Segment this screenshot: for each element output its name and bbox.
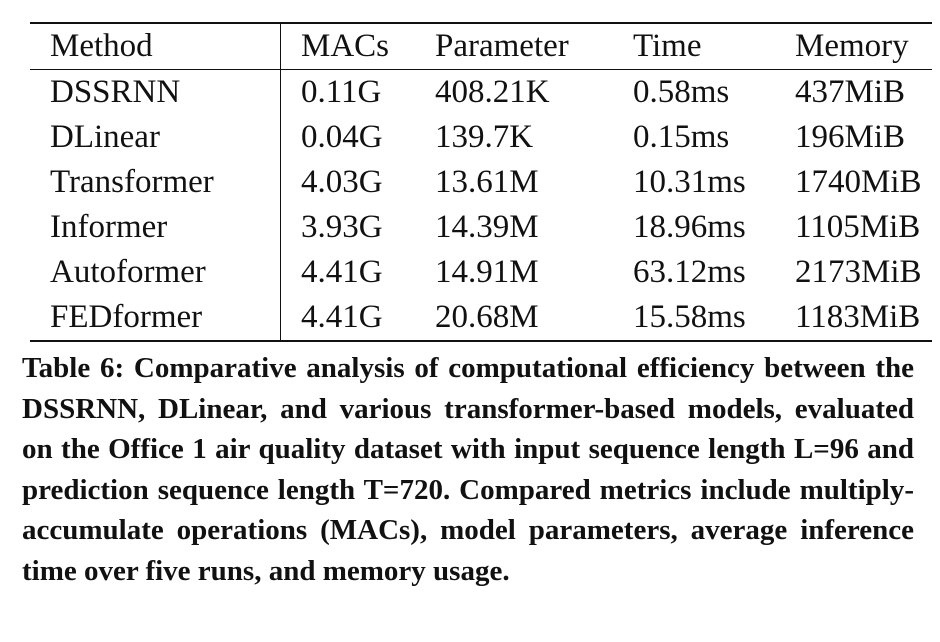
caption-text: Comparative analysis of computational ef… [22, 352, 914, 587]
cell-method: Autoformer [30, 250, 281, 295]
cell-parameter: 14.39M [435, 209, 539, 245]
header-macs: MACs [280, 22, 435, 70]
cell-time: 0.58ms [633, 74, 730, 110]
cell-memory: 437MiB [795, 74, 906, 110]
header-method: Method [30, 22, 281, 70]
cell-memory: 2173MiB [795, 254, 922, 290]
cell-time: 63.12ms [633, 254, 746, 290]
table-row: Autoformer 4.41G 14.91M 63.12ms 2173MiB [30, 250, 932, 295]
caption-label: Table 6: [22, 352, 125, 384]
cell-parameter: 20.68M [435, 295, 633, 342]
header-memory: Memory [795, 22, 932, 70]
efficiency-table: Method MACs Parameter Time Memory DSSRNN… [30, 22, 932, 342]
cell-method: DSSRNN [30, 69, 281, 115]
cell-macs: 0.11G [301, 74, 382, 110]
cell-parameter: 13.61M [435, 164, 539, 200]
cell-memory: 1740MiB [795, 164, 922, 200]
header-parameter: Parameter [435, 22, 633, 70]
cell-macs: 4.41G [280, 295, 435, 342]
cell-method: FEDformer [30, 295, 281, 342]
cell-method: DLinear [30, 115, 281, 160]
cell-macs: 0.04G [301, 119, 383, 155]
table-caption: Table 6: Comparative analysis of computa… [22, 348, 914, 591]
cell-memory: 196MiB [795, 119, 906, 155]
cell-method: Transformer [30, 160, 281, 205]
cell-method: Informer [30, 205, 281, 250]
cell-memory: 1105MiB [795, 209, 921, 245]
cell-parameter: 139.7K [435, 119, 534, 155]
cell-parameter: 408.21K [435, 74, 550, 110]
cell-time: 10.31ms [633, 164, 746, 200]
table-row: DLinear 0.04G 139.7K 0.15ms 196MiB [30, 115, 932, 160]
cell-time: 18.96ms [633, 209, 746, 245]
header-time: Time [633, 22, 795, 70]
table-row: Transformer 4.03G 13.61M 10.31ms 1740MiB [30, 160, 932, 205]
cell-time: 0.15ms [633, 119, 730, 155]
cell-macs: 3.93G [301, 209, 383, 245]
cell-time: 15.58ms [633, 295, 795, 342]
cell-macs: 4.03G [301, 164, 383, 200]
table-row: DSSRNN 0.11G 408.21K 0.58ms 437MiB [30, 69, 932, 115]
cell-macs: 4.41G [301, 254, 383, 290]
table-header-row: Method MACs Parameter Time Memory [30, 22, 932, 70]
table-row: FEDformer 4.41G 20.68M 15.58ms 1183MiB [30, 295, 932, 342]
cell-memory: 1183MiB [795, 295, 932, 342]
table-row: Informer 3.93G 14.39M 18.96ms 1105MiB [30, 205, 932, 250]
cell-parameter: 14.91M [435, 254, 539, 290]
